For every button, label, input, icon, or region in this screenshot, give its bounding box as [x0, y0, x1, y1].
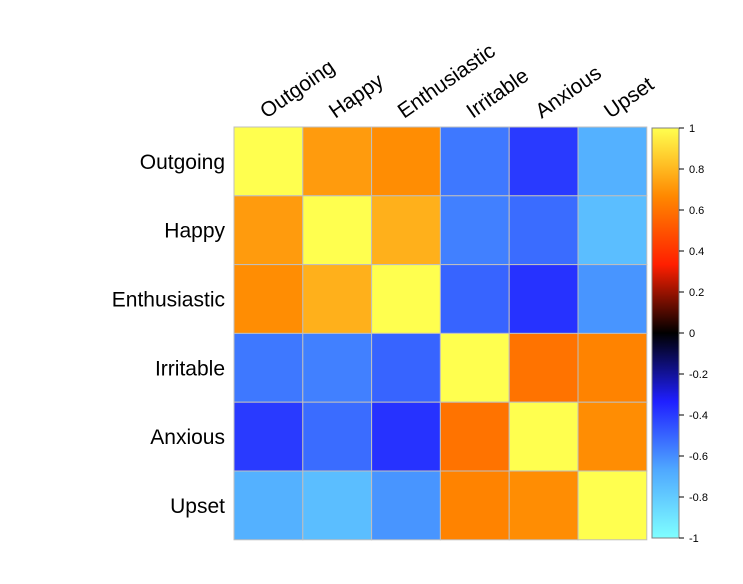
heatmap-cell-upset-happy: [302, 470, 373, 541]
colorbar-tick-label: 0.6: [689, 205, 704, 217]
heatmap-cell-enthusiastic-happy: [302, 264, 373, 334]
row-label-enthusiastic: Enthusiastic: [112, 289, 225, 312]
heatmap-cell-irritable-upset: [577, 332, 648, 403]
column-label-outgoing: Outgoing: [256, 55, 339, 123]
colorbar-tick-label: -0.2: [689, 369, 708, 381]
column-label-anxious: Anxious: [531, 61, 605, 123]
heatmap-cell-happy-anxious: [508, 195, 579, 266]
heatmap-cell-enthusiastic-irritable: [439, 264, 510, 334]
colorbar-tick-label: 0.2: [689, 287, 704, 299]
heatmap-cell-outgoing-enthusiastic: [371, 126, 441, 197]
row-labels: Outgoing Happy Enthusiastic Irritable Anxiou…: [112, 151, 226, 518]
heatmap-cell-anxious-irritable: [439, 401, 510, 472]
heatmap-cell-enthusiastic-outgoing: [233, 264, 304, 334]
heatmap-cell-happy-happy: [302, 195, 373, 266]
heatmap-cell-enthusiastic-upset: [577, 264, 648, 334]
heatmap-cells: [233, 126, 648, 541]
heatmap-cell-irritable-irritable: [439, 332, 510, 403]
heatmap-cell-anxious-upset: [577, 401, 648, 472]
heatmap-cell-irritable-anxious: [508, 332, 579, 403]
heatmap-cell-happy-outgoing: [233, 195, 304, 266]
heatmap-cell-anxious-happy: [302, 401, 373, 472]
colorbar-gradient: [651, 127, 680, 539]
colorbar-tick-label: 0: [689, 328, 695, 340]
heatmap-cell-upset-upset: [577, 470, 648, 541]
heatmap-cell-upset-irritable: [439, 470, 510, 541]
colorbar-tick-label: -0.6: [689, 451, 708, 463]
heatmap-cell-irritable-outgoing: [233, 332, 304, 403]
heatmap-cell-upset-outgoing: [233, 470, 304, 541]
colorbar-tick-label: -0.4: [689, 410, 708, 422]
heatmap-cell-outgoing-upset: [577, 126, 648, 197]
colorbar-tick-label: -1: [689, 533, 699, 545]
colorbar-tick-label: -0.8: [689, 492, 708, 504]
heatmap-cell-anxious-enthusiastic: [371, 401, 441, 472]
colorbar-tick-label: 0.8: [689, 164, 704, 176]
colorbar-tick-label: 1: [689, 123, 695, 135]
row-label-anxious: Anxious: [150, 426, 225, 449]
heatmap-cell-irritable-enthusiastic: [371, 332, 441, 403]
row-label-outgoing: Outgoing: [140, 151, 225, 174]
heatmap-cell-outgoing-anxious: [508, 126, 579, 197]
row-label-upset: Upset: [170, 495, 225, 518]
heatmap-cell-outgoing-happy: [302, 126, 373, 197]
heatmap-cell-happy-irritable: [439, 195, 510, 266]
row-label-happy: Happy: [164, 220, 225, 243]
heatmap-cell-outgoing-outgoing: [233, 126, 304, 197]
heatmap-cell-irritable-happy: [302, 332, 373, 403]
heatmap-cell-enthusiastic-anxious: [508, 264, 579, 334]
column-label-upset: Upset: [600, 73, 658, 123]
heatmap-cell-outgoing-irritable: [439, 126, 510, 197]
row-label-irritable: Irritable: [155, 357, 225, 380]
colorbar: 1 0.8 0.6 0.4 0.2 0 -0.2 -0.4 -0.6 -0.8 -1: [651, 123, 708, 545]
heatmap-cell-upset-enthusiastic: [371, 470, 441, 541]
heatmap-cell-happy-upset: [577, 195, 648, 266]
heatmap-cell-happy-enthusiastic: [371, 195, 441, 266]
heatmap-cell-anxious-anxious: [508, 401, 579, 472]
heatmap-cell-enthusiastic-enthusiastic: [371, 264, 441, 334]
heatmap-cell-upset-anxious: [508, 470, 579, 541]
heatmap-cell-anxious-outgoing: [233, 401, 304, 472]
colorbar-tick-label: 0.4: [689, 246, 704, 258]
